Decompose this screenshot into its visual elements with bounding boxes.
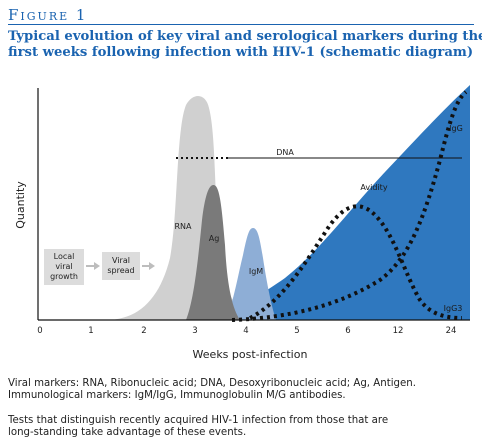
markers-caption-line1: Viral markers: RNA, Ribonucleic acid; DN… — [8, 378, 416, 389]
figure-rule — [8, 24, 474, 25]
stage-spread-line1: Viral — [112, 256, 130, 265]
title-line-1: Typical evolution of key viral and serol… — [8, 29, 482, 44]
stage-arrow-1 — [86, 262, 100, 270]
stage-box-local-growth — [44, 249, 84, 285]
figure-title: Typical evolution of key viral and serol… — [8, 29, 482, 61]
x-tick-labels: 0 1 2 3 4 5 6 12 24 — [37, 326, 456, 336]
x-tick-0: 0 — [37, 326, 42, 336]
figure-label-rest: IGURE — [20, 10, 70, 23]
markers-caption: Viral markers: RNA, Ribonucleic acid; DN… — [8, 378, 480, 402]
stage-spread-line2: spread — [107, 266, 134, 275]
ag-label: Ag — [209, 234, 220, 243]
x-tick-4: 4 — [243, 326, 248, 336]
x-tick-5: 5 — [294, 326, 299, 336]
markers-caption-line2: Immunological markers: IgM/IgG, Immunogl… — [8, 390, 346, 401]
title-line-2: first weeks following infection with HIV… — [8, 45, 474, 60]
x-tick-7: 12 — [393, 326, 404, 336]
tests-caption-line1: Tests that distinguish recently acquired… — [8, 415, 389, 426]
x-axis-label: Weeks post-infection — [193, 348, 308, 361]
y-axis-label: Quantity — [14, 181, 27, 229]
figure-label: FIGURE 1 — [8, 6, 87, 24]
figure-number: 1 — [75, 6, 88, 24]
igm-label: IgM — [249, 267, 263, 276]
stage-box-viral-spread — [102, 252, 140, 280]
stage-local-line3: growth — [50, 272, 78, 281]
rna-label: RNA — [174, 222, 192, 231]
igm-area — [226, 228, 276, 320]
tests-caption: Tests that distinguish recently acquired… — [8, 415, 480, 439]
figure-label-first: F — [8, 6, 21, 24]
avidity-label: Avidity — [360, 183, 387, 192]
stage-local-line2: viral — [55, 262, 72, 271]
avidity-area — [226, 85, 470, 320]
ag-area — [186, 184, 240, 320]
stage-arrow-2 — [142, 262, 155, 270]
dna-label: DNA — [276, 148, 294, 157]
igg-label: IgG — [449, 124, 463, 133]
x-tick-2: 2 — [141, 326, 146, 336]
x-tick-1: 1 — [88, 326, 93, 336]
igg-curve — [231, 90, 468, 322]
tests-caption-line2: long-standing take advantage of these ev… — [8, 427, 247, 438]
igg3-label: IgG3 — [444, 304, 463, 313]
x-tick-6: 6 — [345, 326, 350, 336]
x-tick-3: 3 — [192, 326, 197, 336]
x-tick-8: 24 — [446, 326, 457, 336]
stage-local-line1: Local — [54, 252, 75, 261]
